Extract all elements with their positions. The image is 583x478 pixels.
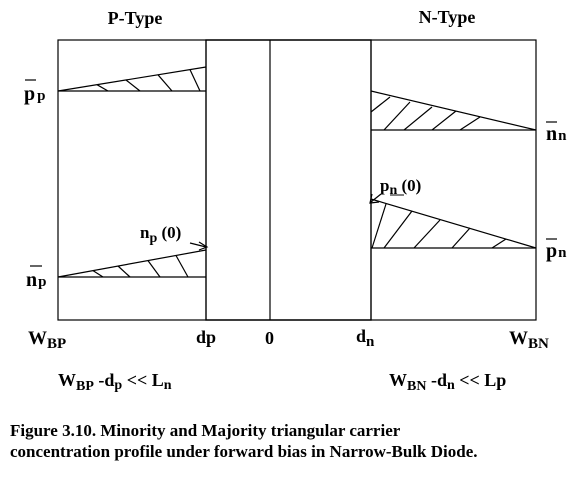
dn-label: dn (356, 326, 375, 350)
svg-text:pn (0): pn (0) (380, 176, 421, 198)
svg-text:np: np (26, 269, 46, 291)
caption-line-1: Figure 3.10. Minority and Majority trian… (10, 421, 401, 440)
p-majority-profile (57, 66, 207, 92)
outer-frame (57, 39, 537, 321)
caption-line-2: concentration profile under forward bias… (10, 442, 478, 461)
n-minority-profile (370, 198, 537, 249)
np-label: np (26, 265, 46, 291)
svg-text:pp: pp (24, 83, 45, 105)
zero-label: 0 (265, 328, 274, 348)
pn0-label: pn (0) (380, 176, 421, 198)
right-condition: WBN -dn << Lp (389, 370, 506, 394)
left-condition: WBP -dp << Ln (58, 370, 172, 394)
n-majority-profile (370, 90, 537, 131)
np0-arrow (189, 241, 209, 251)
nn-label: nn (546, 121, 567, 145)
np0-label: np (0) (140, 223, 181, 246)
p-type-label: P-Type (108, 8, 163, 28)
svg-text:pn: pn (546, 240, 567, 262)
p-minority-profile (57, 249, 207, 278)
wbn-label: WBN (509, 328, 549, 352)
pn0-arrow (369, 193, 382, 204)
figure-caption: Figure 3.10. Minority and Majority trian… (10, 420, 580, 462)
pn-label: pn (546, 238, 567, 262)
depletion-region (205, 39, 372, 321)
svg-text:nn: nn (546, 123, 567, 145)
n-type-label: N-Type (419, 7, 476, 27)
wbp-label: WBP (28, 328, 66, 352)
dp-label: dp (196, 327, 216, 347)
